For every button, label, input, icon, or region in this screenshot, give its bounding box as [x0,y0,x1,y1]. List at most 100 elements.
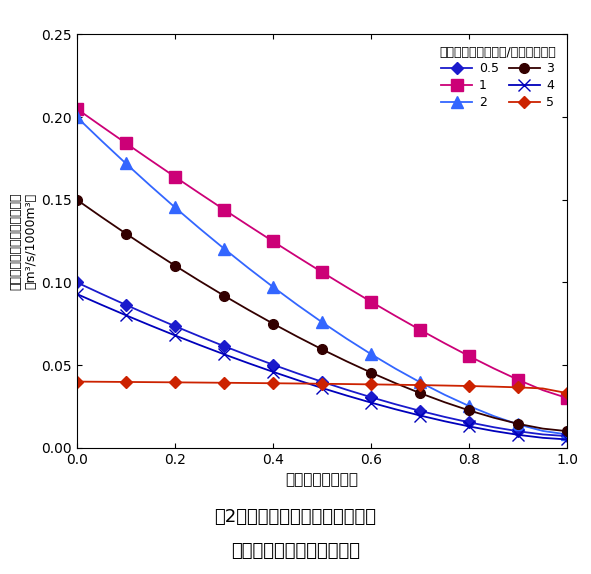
0.5 [196,333,203,340]
5 [368,381,375,388]
3 [515,420,522,427]
2 [515,421,522,428]
5 [515,384,522,391]
5 [540,385,547,392]
2 [196,225,203,232]
1 [466,353,473,360]
0.5 [392,401,400,408]
2 [294,301,301,308]
1 [392,313,400,320]
2 [417,379,424,386]
1 [122,139,129,146]
5 [294,380,301,387]
1 [269,238,277,245]
3 [98,214,105,220]
Line: 1: 1 [72,103,573,404]
0.5 [368,394,375,401]
0.5 [245,352,252,359]
0.5 [220,343,228,350]
3 [122,230,129,237]
1 [98,123,105,130]
3 [392,380,400,387]
Line: 3: 3 [72,195,572,436]
2 [392,365,400,372]
5 [417,382,424,389]
0.5 [122,301,129,308]
3 [245,307,252,313]
1 [343,284,350,290]
1 [220,206,228,213]
0.5 [147,312,154,319]
4 [368,399,375,406]
1 [245,222,252,229]
X-axis label: 洪水開始時谯水率: 洪水開始時谯水率 [285,472,359,487]
4 [245,360,252,367]
2 [98,137,105,144]
4 [269,369,277,375]
4 [466,423,473,430]
3 [171,262,178,269]
1 [515,377,522,383]
2 [171,204,178,211]
1 [171,173,178,180]
2 [368,351,375,358]
0.5 [343,386,350,393]
3 [368,369,375,376]
Y-axis label: ピーク流量低下／有効谯水量
（m³/s/1000m³）: ピーク流量低下／有効谯水量 （m³/s/1000m³） [9,192,37,290]
3 [269,320,277,327]
3 [294,333,301,340]
4 [417,412,424,419]
1 [417,327,424,333]
2 [245,265,252,272]
Text: 洪水ピーク流量低下の関係: 洪水ピーク流量低下の関係 [231,542,360,560]
4 [73,290,80,297]
4 [147,322,154,329]
4 [491,428,498,435]
0.5 [515,428,522,435]
3 [564,428,571,435]
5 [147,379,154,386]
4 [122,312,129,319]
4 [171,332,178,339]
5 [564,390,571,397]
3 [491,414,498,421]
Line: 2: 2 [72,111,573,440]
0.5 [319,378,326,385]
1 [491,365,498,372]
3 [319,346,326,353]
1 [294,254,301,261]
5 [98,378,105,385]
0.5 [417,408,424,414]
0.5 [441,413,449,420]
1 [368,298,375,305]
5 [392,381,400,388]
1 [319,269,326,276]
Line: 5: 5 [73,378,571,397]
0.5 [98,290,105,297]
2 [343,335,350,342]
2 [269,284,277,290]
5 [441,382,449,389]
1 [73,106,80,113]
5 [491,383,498,390]
Line: 4: 4 [70,288,574,445]
1 [441,340,449,347]
0.5 [466,419,473,426]
0.5 [73,279,80,286]
0.5 [564,433,571,440]
0.5 [269,361,277,368]
2 [441,391,449,398]
3 [417,390,424,397]
4 [98,301,105,308]
4 [220,351,228,358]
3 [441,399,449,406]
4 [515,432,522,439]
0.5 [491,424,498,430]
5 [466,383,473,390]
3 [196,277,203,284]
4 [196,342,203,348]
5 [269,380,277,387]
5 [319,381,326,387]
1 [564,395,571,402]
4 [294,377,301,383]
